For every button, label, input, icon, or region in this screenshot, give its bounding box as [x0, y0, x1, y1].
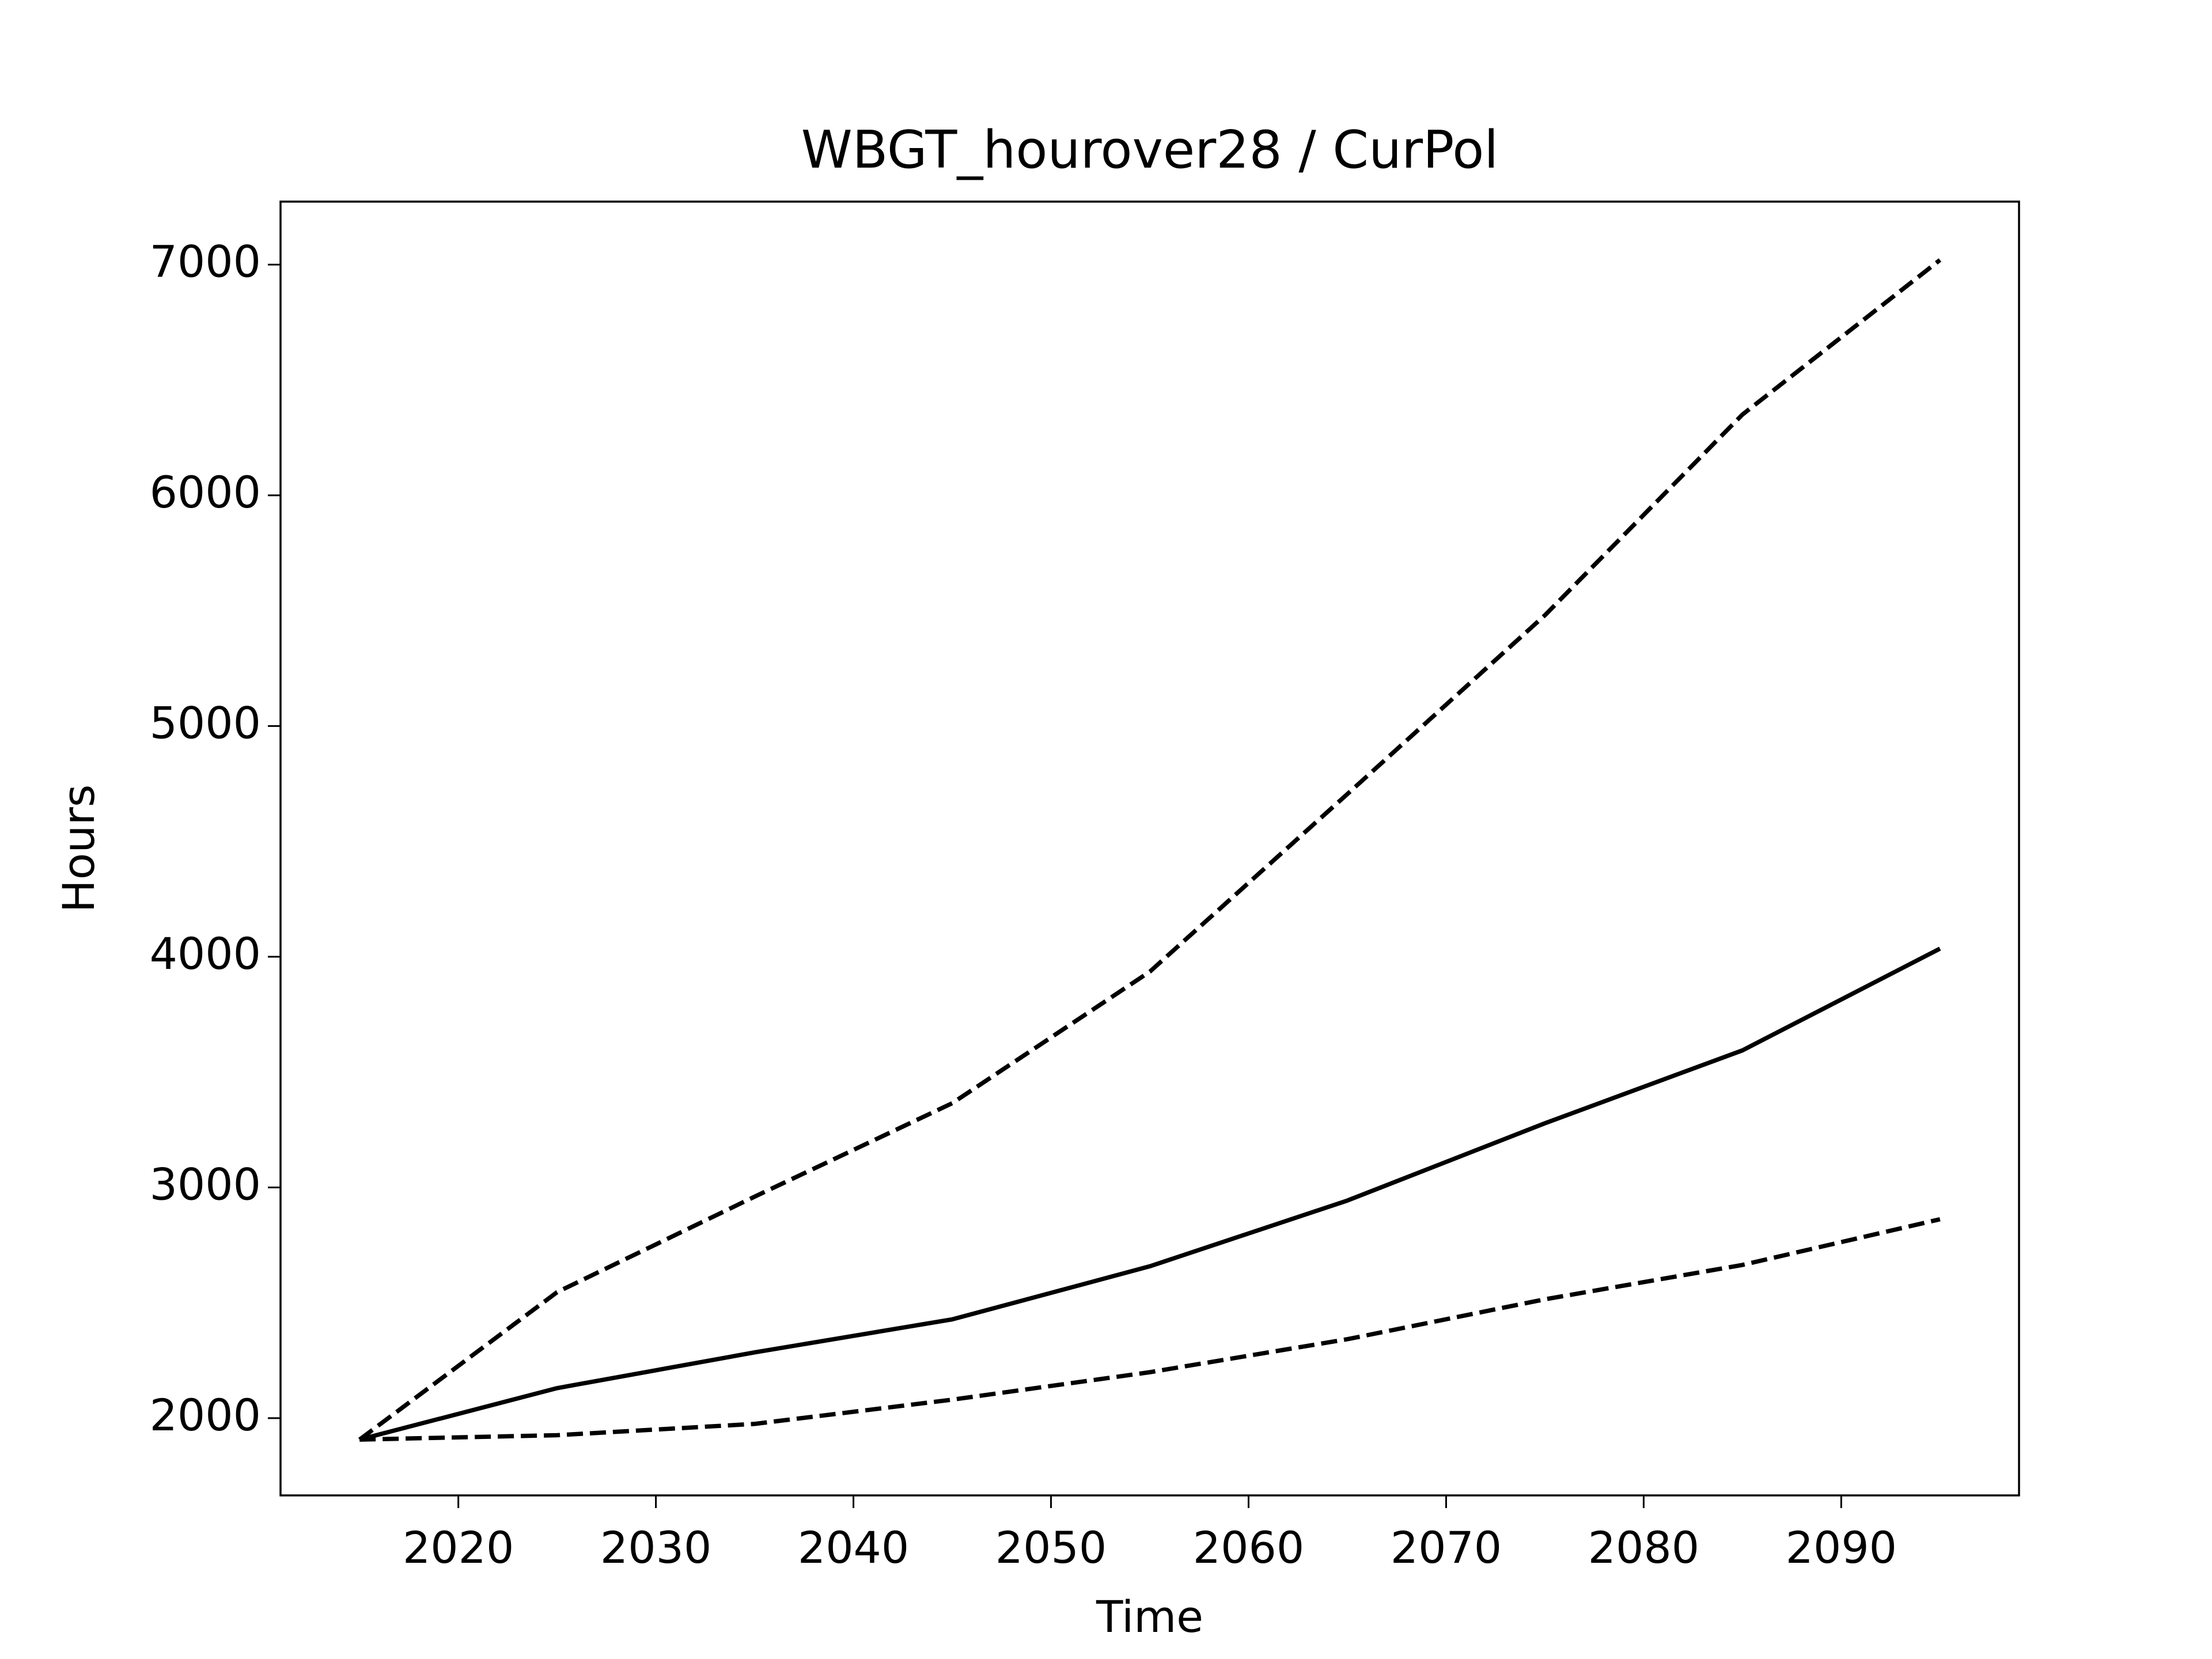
y-tick-label: 2000 [150, 1389, 261, 1441]
y-tick-label: 6000 [150, 467, 261, 518]
y-axis-label: Hours [53, 785, 104, 913]
x-tick-label: 2090 [1786, 1522, 1897, 1573]
x-axis-label: Time [1096, 1591, 1203, 1642]
x-tick-label: 2060 [1193, 1522, 1304, 1573]
series-line [359, 946, 1941, 1442]
chart-title: WBGT_hourover28 / CurPol [801, 120, 1499, 180]
plot-frame [279, 200, 2020, 1497]
x-tick-label: 2080 [1588, 1522, 1699, 1573]
y-tick-label: 7000 [150, 236, 261, 287]
series-line [359, 1217, 1941, 1442]
x-tick-label: 2070 [1391, 1522, 1502, 1573]
x-tick-label: 2030 [600, 1522, 711, 1573]
x-tick-label: 2040 [798, 1522, 909, 1573]
y-tick-label: 5000 [150, 697, 261, 748]
y-tick-label: 3000 [150, 1158, 261, 1210]
x-tick-label: 2050 [995, 1522, 1107, 1573]
y-tick-label: 4000 [150, 928, 261, 979]
x-tick-label: 2020 [403, 1522, 514, 1573]
series-line [358, 258, 1942, 1442]
